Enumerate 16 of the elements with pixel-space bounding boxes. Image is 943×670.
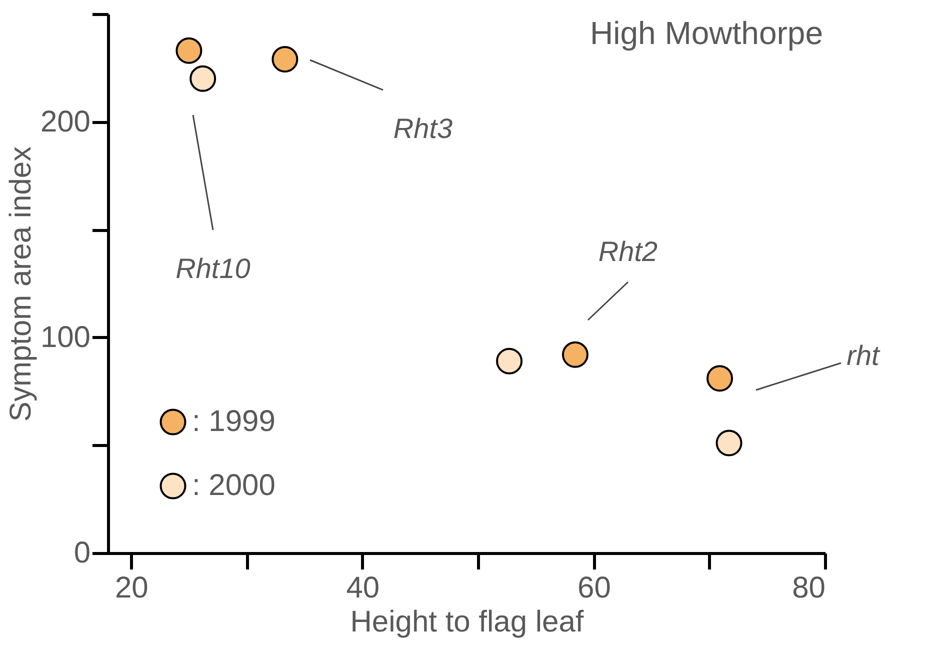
chart-title: High Mowthorpe	[590, 15, 823, 51]
x-tick-label: 60	[578, 572, 611, 604]
x-axis-title: Height to flag leaf	[350, 606, 584, 638]
y-axis-title: Symptom area index	[4, 146, 38, 422]
text: rht	[846, 340, 881, 371]
y-tick-label: 200	[40, 105, 90, 138]
y-tick-label: 100	[40, 320, 90, 354]
annotation: Rht2	[598, 236, 658, 267]
x-tick-label: 40	[346, 572, 380, 604]
x-tick-label: 80	[792, 572, 826, 604]
legend-label: : 1999	[192, 405, 276, 438]
legend-label: : 2000	[192, 469, 276, 502]
x-tick-label: 20	[114, 572, 148, 604]
annotation: Rht3	[393, 113, 453, 144]
y-tick-label: 0	[74, 536, 90, 570]
annotation: Rht10	[176, 253, 251, 284]
